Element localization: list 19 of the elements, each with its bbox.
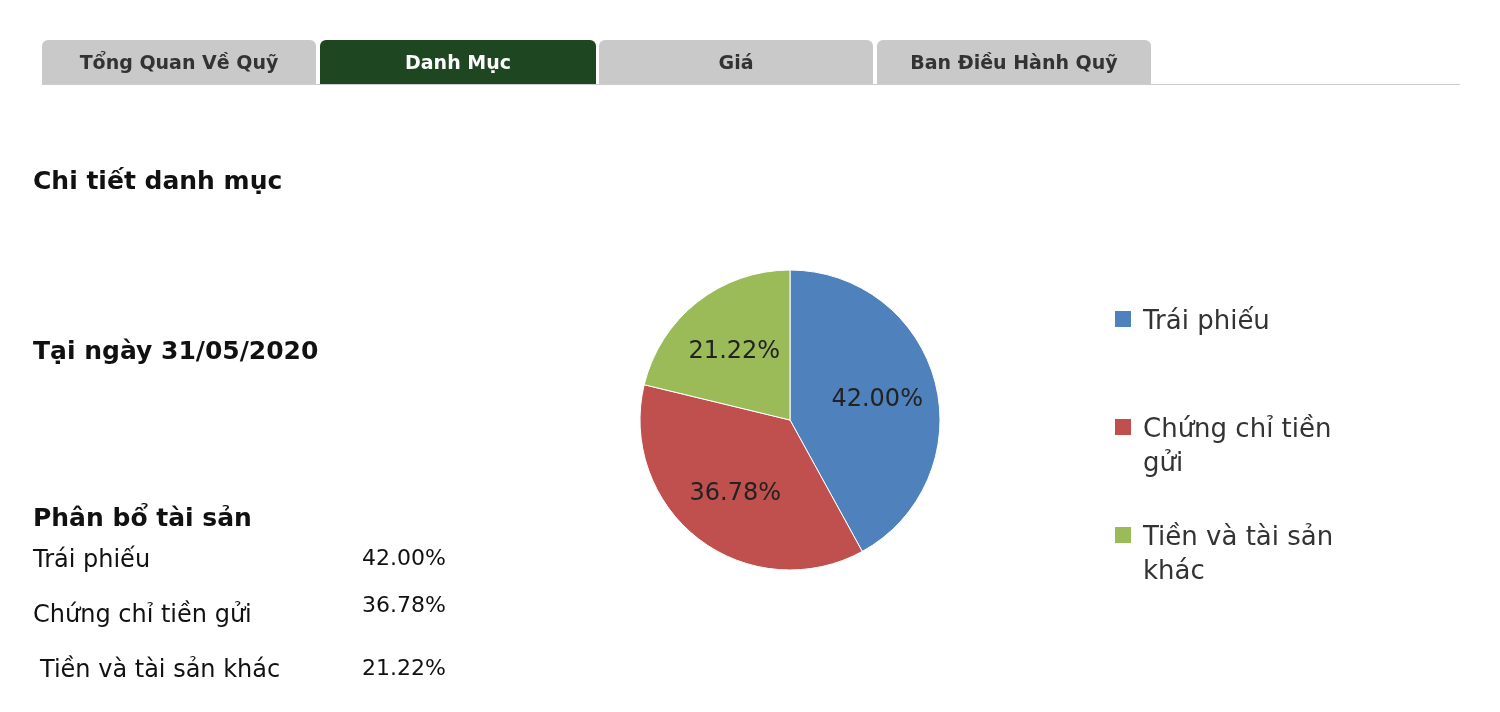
data-label: 42.00% xyxy=(831,384,923,413)
category-label: Tiền và tài sản khác xyxy=(40,655,281,683)
text: 42.00% xyxy=(362,545,446,570)
text: Giá xyxy=(599,40,873,84)
legend-label: Chứng chỉ tiền gửi xyxy=(1143,413,1332,477)
text: 21.22% xyxy=(362,655,446,680)
category-label: Chứng chỉ tiền gửi xyxy=(33,600,252,628)
text: Danh Mục xyxy=(320,40,596,84)
data-label: 36.78% xyxy=(689,477,782,506)
legend-label: Tiền và tài sản khác xyxy=(1142,521,1334,585)
text: Tổng Quan Về Quỹ xyxy=(42,40,316,84)
text: Phân bổ tài sản xyxy=(33,503,252,532)
data-label: 21.22% xyxy=(688,335,781,364)
text: Tại ngày 31/05/2020 xyxy=(33,336,319,365)
text: Ban Điều Hành Quỹ xyxy=(877,40,1151,84)
text: 36.78% xyxy=(362,592,446,617)
category-label: Trái phiếu xyxy=(33,545,151,573)
legend-label: Trái phiếu xyxy=(1142,305,1270,335)
text: Chi tiết danh mục xyxy=(33,166,283,195)
